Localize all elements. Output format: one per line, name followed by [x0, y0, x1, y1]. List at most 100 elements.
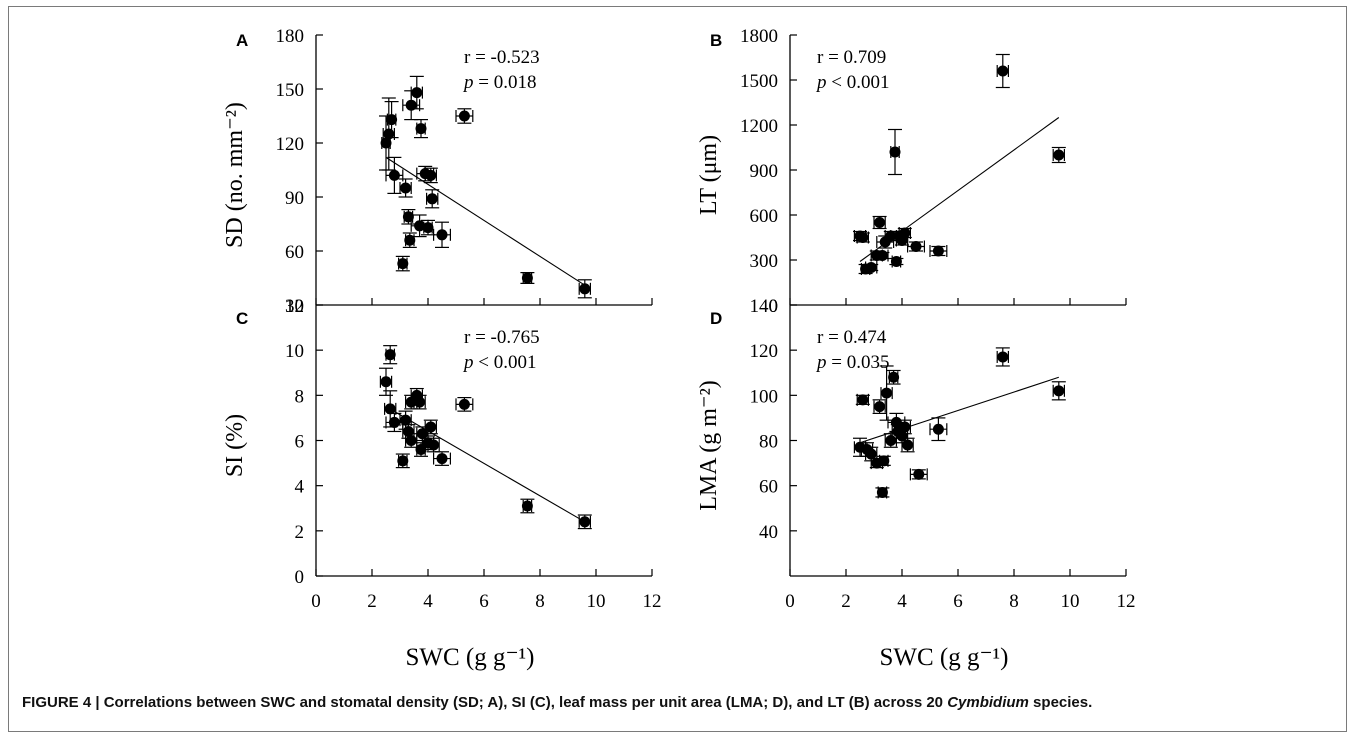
marker — [913, 468, 925, 480]
marker — [414, 220, 426, 232]
marker — [521, 500, 533, 512]
panel-letter: B — [710, 31, 722, 50]
caption-suffix: species. — [1028, 694, 1093, 711]
data-point — [421, 219, 435, 236]
trend-line — [385, 156, 586, 286]
x-axis-label: SWC (g g⁻¹) — [405, 644, 534, 671]
marker — [932, 423, 944, 435]
caption-genus: Cymbidium — [947, 694, 1029, 711]
marker — [881, 387, 893, 399]
y-tick-label: 1800 — [740, 26, 778, 47]
data-point — [929, 245, 948, 257]
data-point — [433, 221, 451, 248]
panel-letter: C — [236, 309, 248, 328]
marker — [380, 376, 392, 388]
y-tick-label: 4 — [295, 477, 305, 498]
panel-a: A 30 60 90 120 150 180 SD (no. mm⁻²) r = -0.523 p… — [222, 26, 653, 317]
y-tick-label: 60 — [759, 477, 778, 498]
stat-p-value: = 0.018 — [474, 72, 537, 93]
data-point — [398, 178, 413, 198]
data-point — [875, 249, 890, 262]
data-point — [900, 437, 915, 453]
marker — [865, 448, 877, 460]
marker — [402, 211, 414, 223]
x-tick-label: 6 — [479, 591, 489, 612]
marker — [386, 114, 398, 126]
marker — [388, 416, 400, 428]
marker — [388, 169, 400, 181]
y-tick-label: 150 — [276, 80, 305, 101]
x-tick-label: 0 — [311, 591, 321, 612]
data-point — [906, 240, 926, 253]
data-point — [577, 279, 592, 299]
y-tick-label: 300 — [750, 251, 779, 272]
stat-r: r = -0.523 — [464, 47, 540, 68]
marker — [425, 169, 437, 181]
y-tick-label: 140 — [750, 296, 779, 317]
data-point — [520, 498, 535, 514]
stat-p-value: < 0.001 — [474, 352, 537, 373]
x-axis-label: SWC (g g⁻¹) — [879, 644, 1008, 671]
data-point — [876, 454, 891, 467]
stat-p: p < 0.001 — [815, 72, 889, 93]
data-point — [1051, 381, 1066, 401]
data-point — [520, 272, 535, 284]
marker — [890, 256, 902, 267]
marker — [415, 123, 427, 135]
marker — [997, 351, 1009, 363]
marker — [857, 232, 869, 243]
data-point — [379, 367, 393, 396]
y-tick-label: 900 — [750, 161, 779, 182]
marker — [458, 398, 470, 410]
marker — [932, 245, 944, 257]
data-point — [455, 108, 474, 124]
data-point — [888, 128, 902, 176]
marker — [405, 435, 417, 446]
marker — [885, 435, 897, 446]
x-tick-label: 12 — [1117, 591, 1136, 612]
data-point — [395, 453, 410, 469]
caption-prefix: FIGURE 4 | Correlations between SWC and … — [22, 694, 948, 711]
y-tick-label: 90 — [285, 188, 304, 209]
marker — [865, 262, 877, 273]
y-tick-label: 2 — [295, 522, 305, 543]
marker — [902, 439, 914, 451]
data-point — [412, 394, 427, 410]
data-point — [929, 417, 948, 442]
data-point — [383, 345, 398, 365]
stat-p-symbol: p — [462, 352, 474, 373]
data-point — [384, 100, 399, 139]
y-tick-label: 12 — [285, 296, 304, 317]
y-axis-label: SI (%) — [222, 414, 248, 477]
x-tick-label: 8 — [535, 591, 545, 612]
marker — [436, 453, 448, 465]
marker — [579, 516, 591, 528]
marker — [436, 229, 448, 241]
data-point — [401, 209, 416, 225]
x-tick-label: 8 — [1009, 591, 1019, 612]
data-point — [889, 255, 904, 268]
marker — [857, 394, 869, 406]
marker — [400, 182, 412, 194]
trend-line — [385, 406, 586, 523]
data-point — [995, 347, 1010, 367]
y-tick-label: 1200 — [740, 116, 778, 137]
marker — [458, 110, 470, 122]
data-point — [423, 167, 438, 184]
panel-letter: D — [710, 309, 722, 328]
marker — [384, 403, 396, 415]
y-tick-label: 30 — [285, 296, 304, 317]
stat-r: r = -0.765 — [464, 327, 540, 348]
marker — [397, 455, 409, 467]
x-tick-label: 2 — [367, 591, 377, 612]
y-axis-label: LMA (g m⁻²) — [696, 380, 722, 511]
marker — [411, 87, 423, 99]
marker — [384, 349, 396, 361]
stat-p-value: = 0.035 — [827, 352, 890, 373]
marker — [1053, 149, 1065, 161]
data-point — [897, 227, 912, 239]
marker — [425, 421, 437, 433]
marker — [889, 146, 901, 158]
data-point — [909, 468, 928, 481]
marker — [397, 258, 409, 270]
